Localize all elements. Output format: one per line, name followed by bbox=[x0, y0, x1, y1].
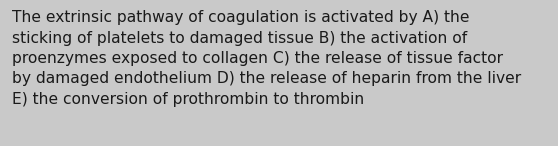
Text: The extrinsic pathway of coagulation is activated by A) the
sticking of platelet: The extrinsic pathway of coagulation is … bbox=[12, 10, 521, 107]
